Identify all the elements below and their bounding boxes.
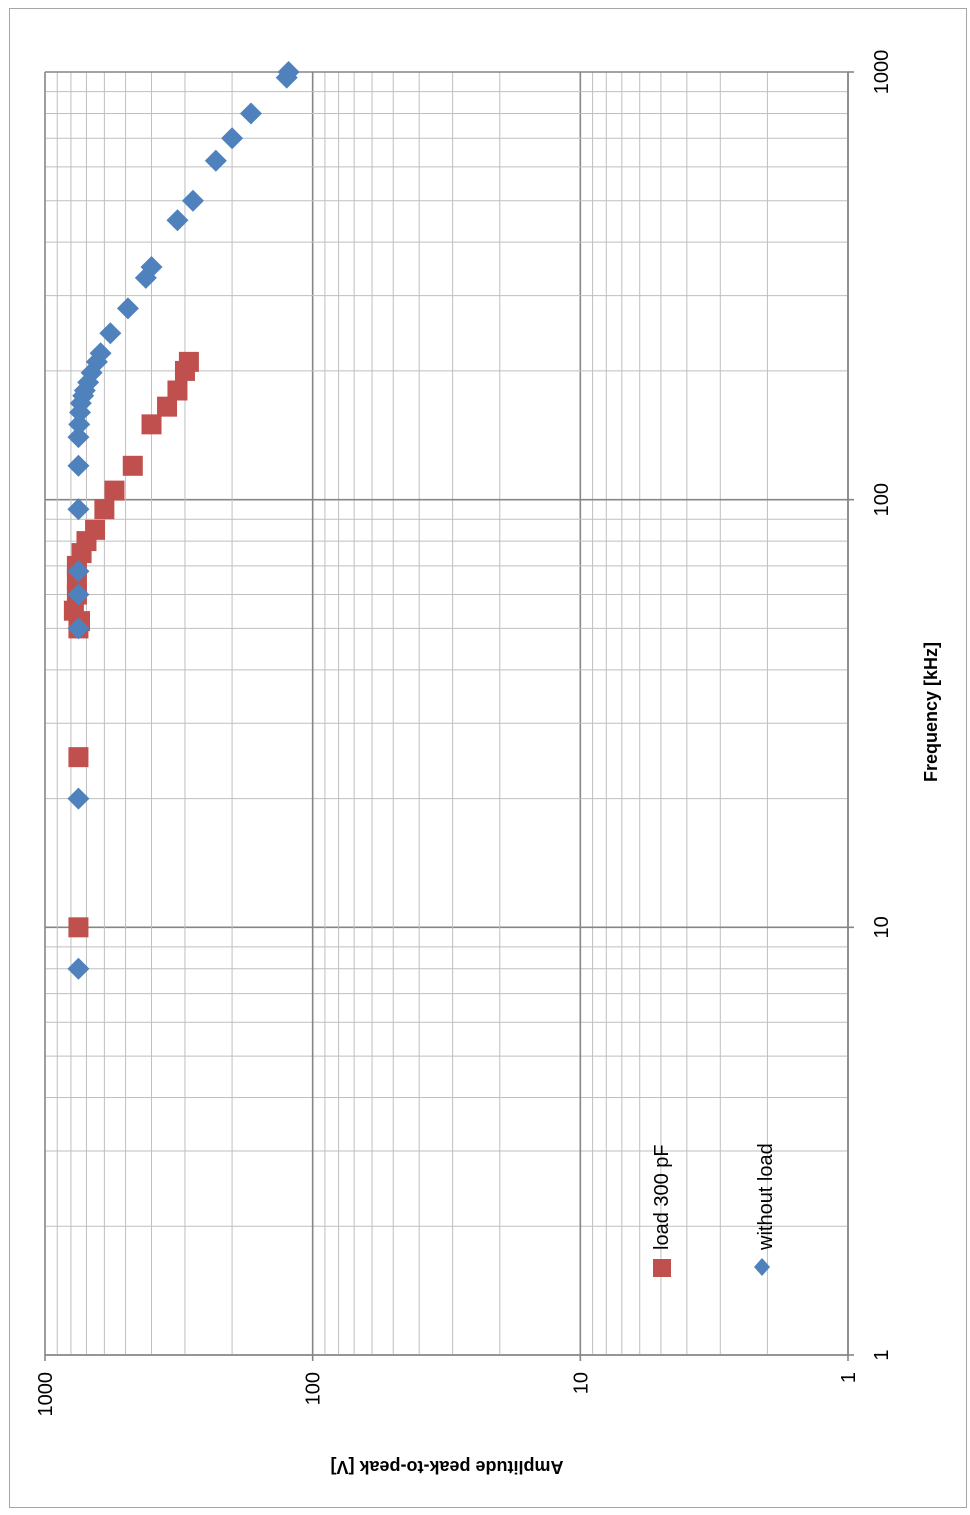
marker-diamond [67, 498, 90, 521]
chart-frame [9, 8, 967, 1508]
marker-square [178, 351, 199, 372]
marker-square [167, 380, 188, 401]
marker-square [122, 455, 143, 476]
x-tick-label: 1000 [871, 50, 893, 95]
marker-diamond [67, 957, 90, 980]
x-tick-label: 100 [871, 483, 893, 516]
data-markers [63, 61, 300, 980]
marker-diamond [68, 413, 91, 436]
y-tick-label: 10 [570, 1372, 592, 1394]
gridlines [44, 71, 854, 1361]
tick-labels: 1 10 100 1000 1000 100 10 1 [35, 50, 893, 1417]
legend-marker-square [653, 1259, 671, 1277]
series-without-load [67, 61, 300, 980]
marker-diamond [166, 209, 189, 232]
y-tick-label: 100 [303, 1372, 325, 1405]
marker-diamond [204, 149, 227, 172]
marker-diamond [67, 617, 90, 640]
legend-marker-diamond [754, 1258, 770, 1276]
legend-label-load: load 300 pF [651, 1144, 673, 1250]
marker-square [104, 480, 125, 501]
x-axis-title: Frequency [kHz] [921, 642, 941, 782]
legend-item-without-load: without load [754, 1143, 777, 1276]
marker-square [141, 414, 162, 435]
y-tick-label: 1000 [35, 1372, 57, 1417]
marker-diamond [140, 255, 163, 278]
marker-square [157, 396, 178, 417]
marker-diamond [277, 61, 300, 83]
marker-diamond [67, 787, 90, 810]
marker-square [63, 600, 84, 621]
marker-diamond [116, 297, 139, 320]
y-axis-title: Amplitude peak-to-peak [V] [330, 1457, 563, 1477]
legend: load 300 pF without load [651, 1143, 777, 1277]
marker-diamond [89, 342, 112, 365]
marker-diamond [181, 189, 204, 212]
x-tick-label: 1 [871, 1349, 893, 1360]
marker-diamond [239, 102, 262, 125]
marker-diamond [221, 127, 244, 150]
marker-diamond [67, 560, 90, 583]
marker-diamond [67, 426, 90, 449]
legend-item-load: load 300 pF [651, 1144, 673, 1277]
y-tick-label: 1 [838, 1372, 860, 1383]
marker-diamond [67, 583, 90, 606]
marker-square [68, 747, 89, 768]
marker-diamond [67, 454, 90, 477]
marker-square [85, 519, 106, 540]
marker-square [94, 499, 115, 520]
marker-diamond [99, 322, 122, 345]
marker-square [68, 917, 89, 938]
legend-label-without-load: without load [755, 1143, 777, 1251]
x-tick-label: 10 [871, 916, 893, 938]
